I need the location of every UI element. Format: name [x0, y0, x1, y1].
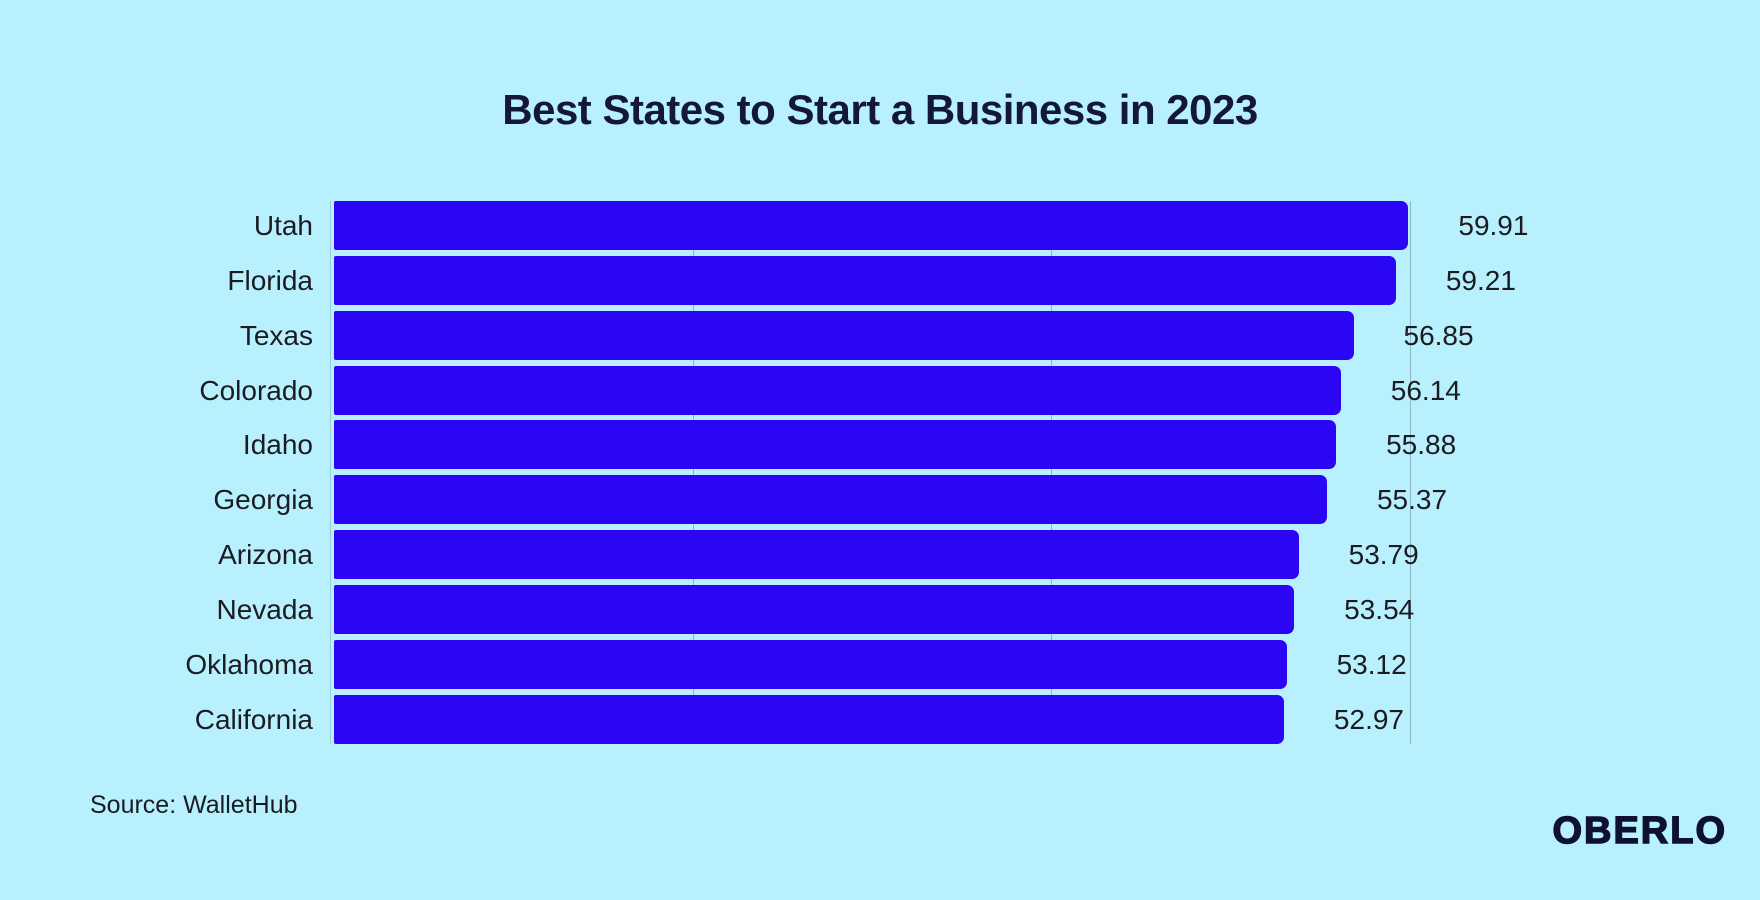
chart-title: Best States to Start a Business in 2023: [502, 86, 1258, 133]
state-label: Oklahoma: [185, 648, 313, 680]
bar-colorado: [334, 365, 1341, 415]
value-label: 55.37: [1376, 484, 1448, 516]
bar-row: Texas 56.85: [240, 310, 1474, 360]
bar-row: Idaho 55.88: [243, 420, 1456, 470]
bar-chart: Utah 59.91 Florida 59.21 Texas 56.85 Colorado 5…: [185, 201, 1528, 744]
value-label: 59.91: [1458, 210, 1529, 241]
state-label: Texas: [239, 319, 313, 351]
state-label: Nevada: [216, 593, 313, 625]
bar-florida: [334, 255, 1396, 305]
oberlo-logo: OBERLO: [1552, 809, 1727, 852]
bar-nevada: [334, 584, 1295, 634]
bar-row: Georgia 55.37: [213, 475, 1447, 525]
value-label: 53.12: [1336, 648, 1407, 680]
bar-oklahoma: [334, 639, 1287, 689]
y-axis-line: [330, 201, 331, 744]
bar-idaho: [334, 420, 1337, 470]
state-label: Colorado: [199, 374, 313, 406]
bar-utah: [334, 201, 1409, 250]
bar-georgia: [334, 475, 1327, 525]
gridline-x-60: [1410, 201, 1411, 744]
value-label: 52.97: [1333, 703, 1404, 735]
value-label: 55.88: [1386, 429, 1457, 461]
bar-row: California 52.97: [195, 694, 1410, 744]
state-label: Arizona: [218, 539, 313, 571]
gridline-x-20: [692, 201, 694, 744]
value-label: 56.14: [1390, 374, 1461, 406]
state-label: Idaho: [242, 429, 313, 461]
source-note: Source: WalletHub: [90, 791, 298, 819]
bar-arizona: [334, 530, 1299, 580]
state-label: Utah: [253, 210, 313, 241]
bar-row: Utah 59.91: [254, 201, 1528, 250]
value-label: 53.79: [1348, 539, 1419, 571]
bar-row: Colorado 56.14: [199, 365, 1461, 415]
bar-row: Nevada 53.54: [216, 584, 1414, 634]
state-label: California: [194, 703, 313, 735]
bar-texas: [334, 310, 1354, 360]
value-label: 53.54: [1344, 593, 1415, 625]
state-label: Georgia: [213, 484, 313, 516]
value-label: 56.85: [1403, 319, 1474, 351]
value-label: 59.21: [1445, 264, 1516, 296]
bar-row: Florida 59.21: [227, 255, 1516, 305]
gridline-x-40: [1051, 201, 1053, 744]
bar-row: Oklahoma 53.12: [185, 639, 1410, 689]
bar-california: [334, 694, 1284, 744]
state-label: Florida: [227, 264, 313, 296]
bar-row: Arizona 53.79: [218, 530, 1419, 580]
